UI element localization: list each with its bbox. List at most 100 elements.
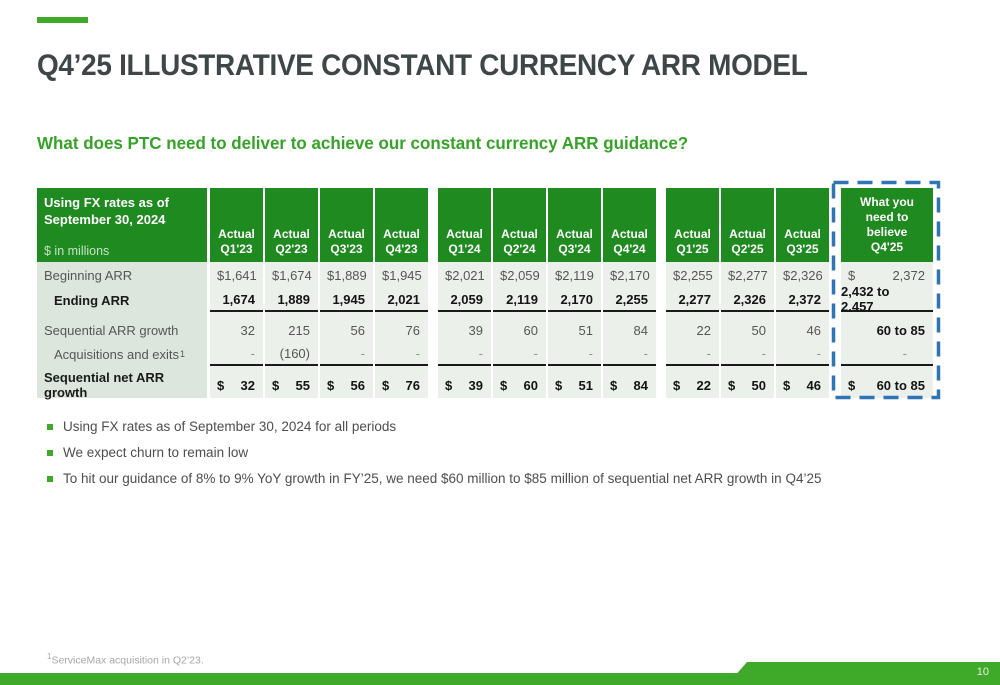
value-cell: 2,021 [375, 288, 428, 312]
value-cell: $2,059 [493, 262, 546, 288]
col-header-q4'23: Actual Q4'23 [375, 188, 428, 262]
bullet-item: We expect churn to remain low [47, 445, 821, 460]
value-text: 22 [696, 322, 711, 338]
value-cell: 1,674 [210, 288, 263, 312]
table-row: Ending ARR 1,674 1,889 1,945 2,021 2,059 2,119… [37, 284, 933, 314]
table-row: Acquisitions and exits 1 - (160) - - - - - - - - - - [37, 342, 933, 366]
row-label: Sequential ARR growth [37, 318, 207, 342]
value-cell: - [603, 342, 656, 366]
value-cell: $50 [721, 372, 774, 398]
value-text: - [415, 345, 420, 361]
value-cell: $60 [493, 372, 546, 398]
arr-model-table: Using FX rates as of September 30, 2024 $ … [37, 188, 933, 400]
value-text: 76 [405, 377, 420, 393]
col-header-q1'24: Actual Q1'24 [438, 188, 491, 262]
value-text: 55 [295, 377, 310, 393]
believe-value-cell: 60 to 85 [841, 318, 933, 342]
value-cell: $1,641 [210, 262, 263, 288]
value-text: 1,674 [279, 267, 312, 283]
dollar-sign: $ [272, 267, 280, 283]
col-header-believe: What you need to believe Q4'25 [841, 188, 933, 262]
value-cell: $51 [548, 372, 601, 398]
value-text: 2,255 [680, 267, 713, 283]
value-text: 56 [350, 377, 365, 393]
slide-subtitle: What does PTC need to deliver to achieve… [37, 133, 689, 153]
value-text: (160) [279, 345, 310, 361]
value-cell: $56 [320, 372, 373, 398]
dollar-sign: $ [272, 377, 280, 393]
value-cell: $2,119 [548, 262, 601, 288]
dollar-sign: $ [445, 377, 453, 393]
value-text: 32 [240, 377, 255, 393]
value-text: - [902, 345, 907, 361]
row-label: Ending ARR [37, 288, 207, 312]
dollar-sign: $ [555, 267, 563, 283]
value-text: 46 [806, 322, 821, 338]
value-text: 51 [578, 322, 593, 338]
value-cell: - [320, 342, 373, 366]
dollar-sign: $ [848, 377, 856, 393]
bullet-square-icon [47, 476, 53, 482]
value-text: 2,021 [387, 291, 420, 307]
col-header-q2'23: Actual Q2'23 [265, 188, 318, 262]
dollar-sign: $ [217, 267, 225, 283]
value-text: - [706, 345, 711, 361]
footer-accent-block: 10 [727, 662, 1000, 685]
value-text: 2,170 [560, 291, 593, 307]
value-cell: - [438, 342, 491, 366]
value-text: 2,277 [735, 267, 768, 283]
value-cell: 215 [265, 318, 318, 342]
col-header-q3'24: Actual Q3'24 [548, 188, 601, 262]
dollar-sign: $ [327, 267, 335, 283]
value-text: 76 [405, 322, 420, 338]
table-row: Sequential ARR growth 32 215 56 76 39 60 51 84 22… [37, 318, 933, 342]
value-cell: $1,674 [265, 262, 318, 288]
dollar-sign: $ [445, 267, 453, 283]
value-cell: 56 [320, 318, 373, 342]
bullet-square-icon [47, 450, 53, 456]
value-text: 1,889 [277, 291, 310, 307]
accent-line [37, 17, 88, 23]
value-text: 22 [696, 377, 711, 393]
value-text: - [643, 345, 648, 361]
value-text: 46 [806, 377, 821, 393]
dollar-sign: $ [728, 267, 736, 283]
value-text: 56 [350, 322, 365, 338]
row-label: Beginning ARR [37, 262, 207, 288]
value-cell: - [721, 342, 774, 366]
value-cell: 22 [666, 318, 719, 342]
value-cell: 2,277 [666, 288, 719, 312]
col-header-q3'23: Actual Q3'23 [320, 188, 373, 262]
value-text: 60 to 85 [876, 322, 925, 338]
value-cell: - [666, 342, 719, 366]
label-superscript: 1 [180, 349, 186, 359]
dollar-sign: $ [610, 267, 618, 283]
dollar-sign: $ [555, 377, 563, 393]
value-cell: $1,945 [375, 262, 428, 288]
col-header-q2'24: Actual Q2'24 [493, 188, 546, 262]
value-cell: 2,255 [603, 288, 656, 312]
value-cell: $2,170 [603, 262, 656, 288]
dollar-sign: $ [382, 267, 390, 283]
dollar-sign: $ [382, 377, 390, 393]
value-cell: $1,889 [320, 262, 373, 288]
value-text: 1,945 [389, 267, 422, 283]
row-label: Acquisitions and exits 1 [37, 342, 207, 366]
value-text: - [761, 345, 766, 361]
value-text: 2,119 [562, 267, 594, 283]
bullet-text: We expect churn to remain low [63, 445, 249, 460]
footnote-superscript: 1 [47, 652, 52, 661]
value-cell: $2,021 [438, 262, 491, 288]
value-text: 84 [633, 322, 648, 338]
value-text: 51 [578, 377, 593, 393]
bullet-text: Using FX rates as of September 30, 2024 … [63, 419, 397, 434]
value-cell: 32 [210, 318, 263, 342]
value-cell: 2,170 [548, 288, 601, 312]
value-text: - [250, 345, 255, 361]
value-text: 2,021 [452, 267, 485, 283]
dollar-sign: $ [217, 377, 225, 393]
row-label-text: Sequential ARR growth [44, 322, 179, 338]
value-text: 60 [523, 377, 538, 393]
value-text: 39 [468, 377, 483, 393]
